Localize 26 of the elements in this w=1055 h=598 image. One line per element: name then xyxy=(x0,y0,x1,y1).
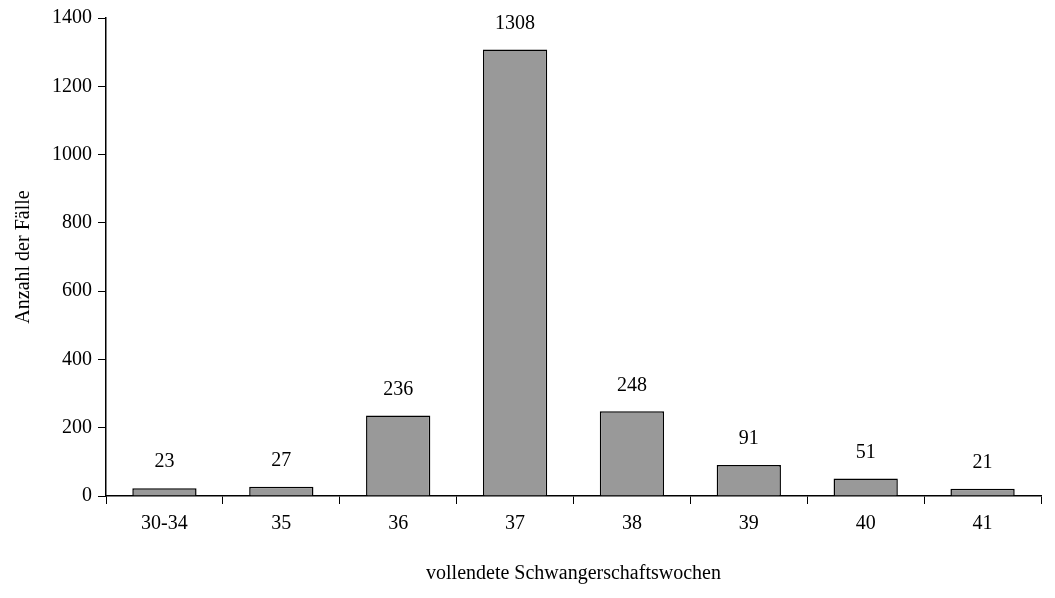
x-tick-label: 39 xyxy=(738,511,759,534)
data-label: 21 xyxy=(972,450,993,473)
data-label: 1308 xyxy=(495,10,536,33)
y-tick-label: 1000 xyxy=(52,141,92,164)
data-label: 236 xyxy=(383,376,414,399)
data-label: 248 xyxy=(616,372,647,395)
x-tick-label: 37 xyxy=(505,511,526,534)
y-tick-label: 400 xyxy=(62,346,92,369)
y-axis-title: Anzahl der Fälle xyxy=(11,190,34,324)
y-tick-label: 600 xyxy=(62,278,92,301)
x-tick-label: 38 xyxy=(621,511,642,534)
x-axis-title: vollendete Schwangerschaftswochen xyxy=(426,561,721,585)
data-label: 91 xyxy=(738,426,759,449)
y-tick-label: 0 xyxy=(82,483,92,506)
data-label: 27 xyxy=(271,448,292,471)
y-tick-label: 1200 xyxy=(52,73,92,96)
x-tick-label: 41 xyxy=(972,511,993,534)
x-tick-label: 36 xyxy=(388,511,409,534)
x-tick-label: 30-34 xyxy=(141,511,188,534)
y-tick-label: 200 xyxy=(62,414,92,437)
data-label: 23 xyxy=(154,449,175,472)
x-tick-label: 35 xyxy=(271,511,292,534)
y-tick-label: 1400 xyxy=(52,5,92,28)
y-tick-label: 800 xyxy=(62,210,92,233)
data-label: 51 xyxy=(855,439,876,462)
x-tick-label: 40 xyxy=(855,511,876,534)
